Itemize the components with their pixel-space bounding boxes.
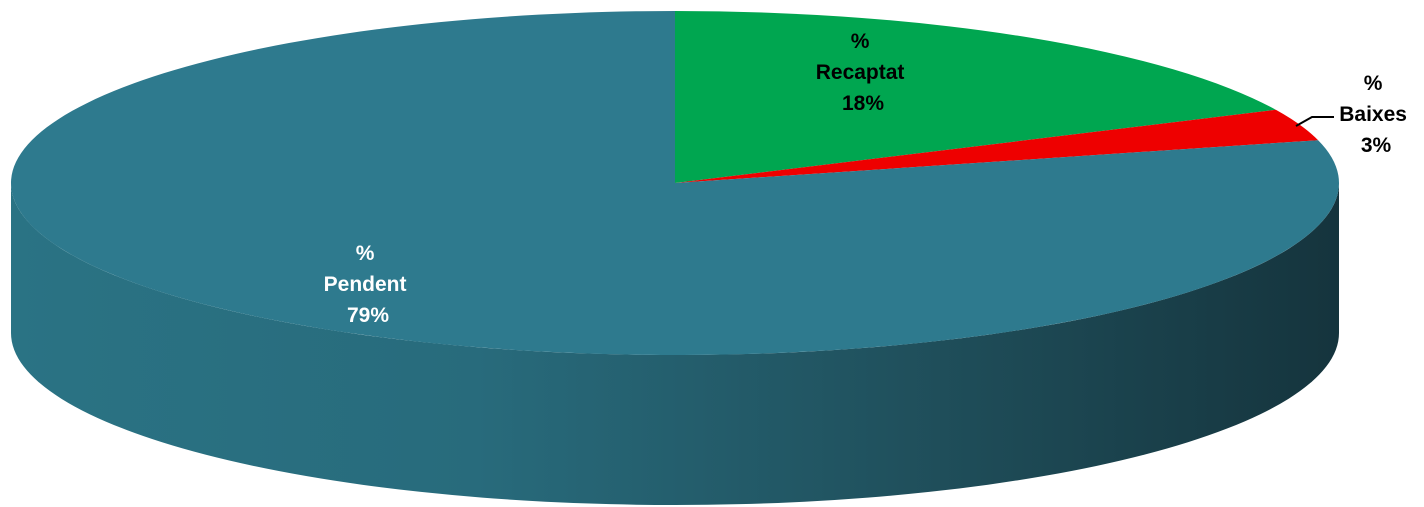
slice-label-recaptat-line-2: Recaptat (816, 61, 905, 84)
slice-label-baixes: % Baixes 3% (1339, 72, 1413, 157)
pie-side-wall (11, 183, 1339, 505)
pie-slice-baixes (675, 109, 1319, 183)
slice-label-pendent: % Pendent 79% (324, 242, 413, 327)
slice-label-baixes-line-2: Baixes (1339, 103, 1407, 126)
pie-slice-recaptat (675, 11, 1276, 183)
slice-label-pendent-line-3: 79% (347, 304, 389, 327)
slice-label-recaptat-line-3: 18% (842, 92, 884, 115)
slice-label-recaptat-line-1: % (851, 30, 870, 53)
baixes-leader-line (1295, 116, 1334, 127)
slice-label-baixes-line-1: % (1364, 72, 1383, 95)
pie-slice-pendent (10, 11, 1339, 355)
slice-label-baixes-line-3: 3% (1361, 134, 1392, 157)
slice-label-recaptat: % Recaptat 18% (816, 30, 911, 115)
slice-label-pendent-line-1: % (356, 242, 375, 265)
slice-label-pendent-line-2: Pendent (324, 273, 407, 296)
